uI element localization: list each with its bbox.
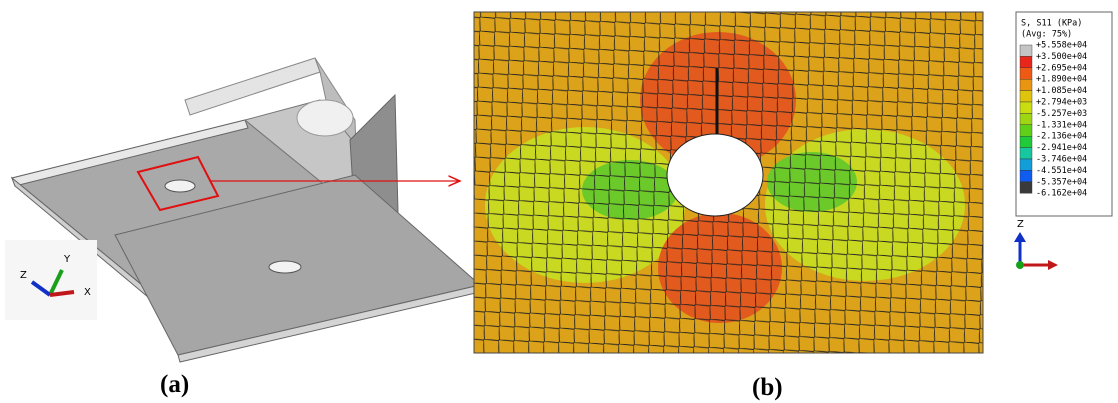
- legend-swatch: [1020, 125, 1032, 136]
- legend-value: +5.558e+04: [1036, 41, 1087, 51]
- legend-swatch: [1020, 91, 1032, 102]
- panel-label: (a): [160, 371, 189, 398]
- legend-swatch: [1020, 113, 1032, 124]
- legend-value: +1.890e+04: [1036, 75, 1087, 85]
- legend-swatch: [1020, 79, 1032, 90]
- contour-plot: [474, 12, 983, 353]
- legend-swatch: [1020, 159, 1032, 170]
- legend-value: -3.746e+04: [1036, 155, 1087, 165]
- legend-title: (Avg: 75%): [1021, 30, 1072, 40]
- legend-swatch: [1020, 56, 1032, 67]
- legend-value: -5.357e+04: [1036, 177, 1087, 187]
- panel-label: (b): [752, 374, 783, 401]
- legend-value: +1.085e+04: [1036, 86, 1087, 96]
- legend-value: +2.695e+04: [1036, 63, 1087, 73]
- legend-title: S, S11 (KPa): [1021, 19, 1082, 29]
- legend-swatch: [1020, 136, 1032, 147]
- legend-value: -4.551e+04: [1036, 166, 1087, 176]
- axis-label: Z: [1017, 219, 1024, 230]
- axis-label: Y: [63, 254, 71, 265]
- legend-swatch: [1020, 102, 1032, 113]
- axis-label: Z: [20, 270, 27, 281]
- triad-a: Y Z X: [5, 240, 97, 320]
- legend-value: -6.162e+04: [1036, 189, 1087, 199]
- legend-value: -2.941e+04: [1036, 143, 1087, 153]
- legend-swatch: [1020, 170, 1032, 181]
- legend-swatch: [1020, 148, 1032, 159]
- axis-label: X: [84, 287, 91, 298]
- legend: S, S11 (KPa) (Avg: 75%) +5.558e+04+3.500…: [1016, 12, 1112, 216]
- legend-swatch: [1020, 182, 1032, 193]
- triad-b: Z: [1014, 219, 1058, 270]
- legend-value: +2.794e+03: [1036, 98, 1087, 108]
- legend-swatch: [1020, 68, 1032, 79]
- legend-value: -1.331e+04: [1036, 120, 1087, 130]
- figure: Y Z X (a) S, S11 (KPa) (Avg: 75%) +5.558…: [0, 0, 1118, 403]
- legend-value: -2.136e+04: [1036, 132, 1087, 142]
- legend-swatch: [1020, 45, 1032, 56]
- legend-value: -5.257e+03: [1036, 109, 1087, 119]
- legend-value: +3.500e+04: [1036, 52, 1087, 62]
